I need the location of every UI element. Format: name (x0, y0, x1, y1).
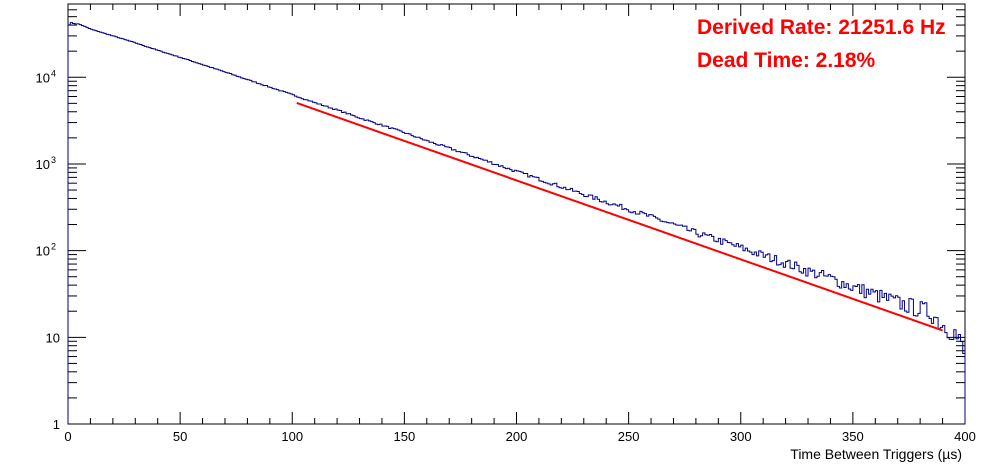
y-tick-label-exponent: 2 (51, 242, 56, 252)
x-tick-label: 200 (506, 429, 528, 444)
annotation-dead-time: Dead Time: 2.18% (697, 49, 876, 72)
x-tick-label: 400 (954, 429, 976, 444)
y-tick-label: 10 (36, 70, 50, 85)
x-tick-label: 300 (730, 429, 752, 444)
series-layer (67, 22, 966, 424)
annotation-derived-rate: Derived Rate: 21251.6 Hz (697, 16, 946, 39)
y-tick-label: 10 (46, 330, 60, 345)
x-tick-label: 250 (618, 429, 640, 444)
x-tick-label: 100 (281, 429, 303, 444)
x-axis-title: Time Between Triggers (µs) (790, 446, 962, 462)
y-tick-label-exponent: 4 (51, 68, 56, 78)
y-tick-label: 10 (36, 244, 50, 259)
y-tick-label: 1 (53, 417, 60, 432)
exponential-fit-line (296, 102, 943, 332)
y-tick-label-exponent: 3 (51, 155, 56, 165)
x-tick-label: 0 (64, 429, 71, 444)
x-axis-ticks (67, 4, 966, 424)
x-axis-tick-labels: 0 50 100 150 200 250 300 350 400 (64, 429, 975, 444)
histogram-series (67, 22, 966, 424)
x-tick-label: 50 (173, 429, 187, 444)
x-tick-label: 150 (394, 429, 416, 444)
y-tick-label: 10 (36, 157, 50, 172)
y-axis-ticks (68, 3, 965, 425)
x-tick-label: 350 (842, 429, 864, 444)
